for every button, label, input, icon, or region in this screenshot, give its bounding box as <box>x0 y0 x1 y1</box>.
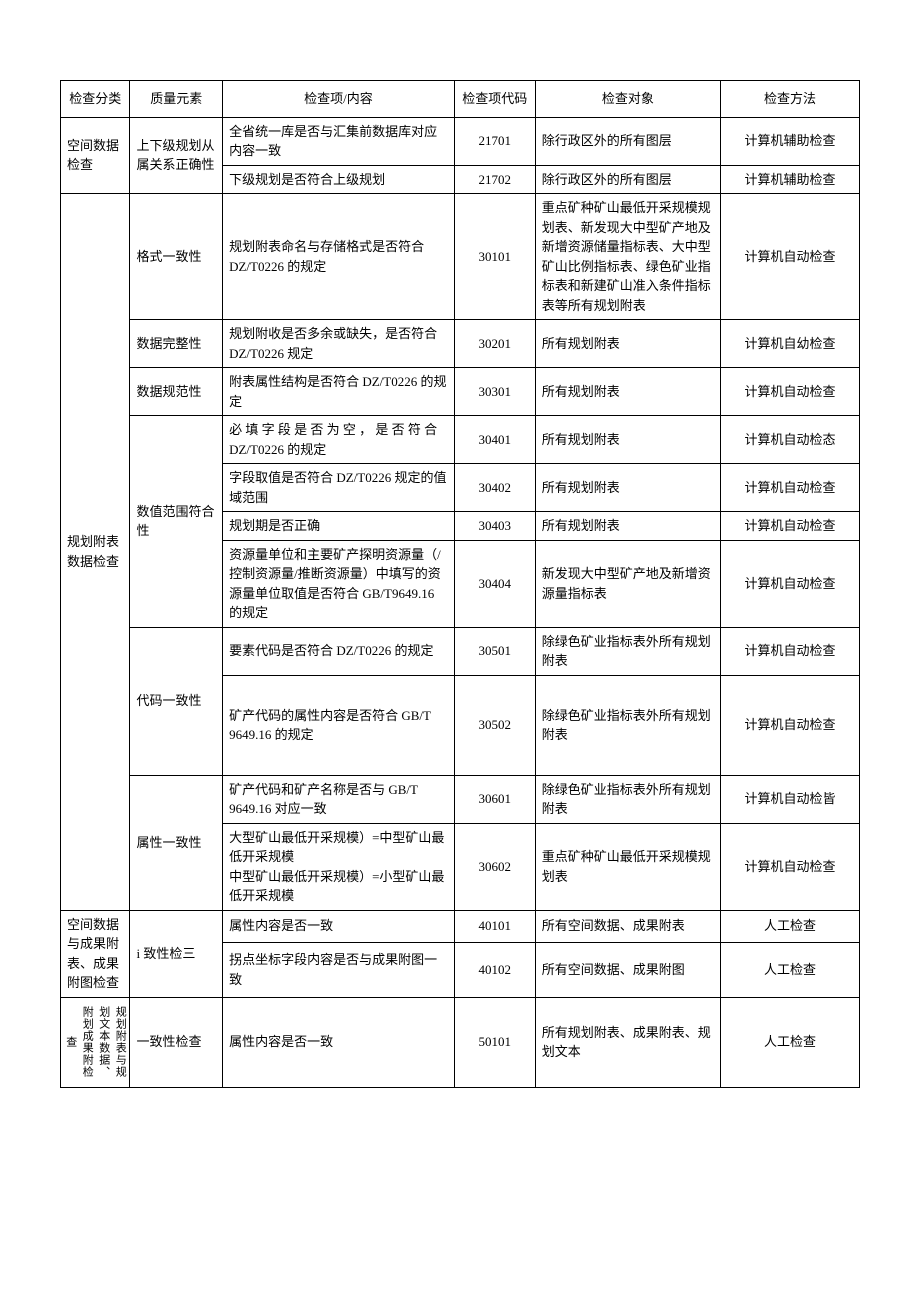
cell-content: 字段取值是否符合 DZ/T0226 规定的值域范围 <box>223 464 455 512</box>
table-row: 规划附表与规划文本数据、附划成果附检查 一致性检查 属性内容是否一致 50101… <box>61 997 860 1087</box>
cell-target: 除行政区外的所有图层 <box>535 117 720 165</box>
cell-content: 大型矿山最低开采规模）=中型矿山最低开采规模 中型矿山最低开采规模）=小型矿山最… <box>223 823 455 910</box>
table-row: 数据完整性 规划附收是否多余或缺失，是否符合 DZ/T0226 规定 30201… <box>61 320 860 368</box>
cell-target: 所有规划附表、成果附表、规划文本 <box>535 997 720 1087</box>
cell-method: 计算机自动检查 <box>721 675 860 775</box>
cell-target: 所有空间数据、成果附表 <box>535 910 720 942</box>
cell-target: 所有规划附表 <box>535 368 720 416</box>
cell-method: 计算机自幼检查 <box>721 320 860 368</box>
header-code: 检查项代码 <box>454 81 535 118</box>
cell-method: 人工检查 <box>721 997 860 1087</box>
cell-content: 规划期是否正确 <box>223 512 455 541</box>
cell-target: 重点矿种矿山最低开采规模规划表 <box>535 823 720 910</box>
cell-target: 重点矿种矿山最低开采规模规划表、新发现大中型矿产地及新增资源储量指标表、大中型矿… <box>535 194 720 320</box>
cell-method: 计算机自动检查 <box>721 540 860 627</box>
cell-target: 除绿色矿业指标表外所有规划附表 <box>535 775 720 823</box>
inspection-table: 检查分类 质量元素 检查项/内容 检查项代码 检查对象 检查方法 空间数据检查 … <box>60 80 860 1088</box>
header-element: 质量元素 <box>130 81 223 118</box>
cell-method: 计算机自动检查 <box>721 512 860 541</box>
cell-code: 21701 <box>454 117 535 165</box>
cell-code: 30301 <box>454 368 535 416</box>
cell-content: 全省统一库是否与汇集前数据库对应内容一致 <box>223 117 455 165</box>
cell-code: 30404 <box>454 540 535 627</box>
table-row: 代码一致性 要素代码是否符合 DZ/T0226 的规定 30501 除绿色矿业指… <box>61 627 860 675</box>
cell-element: 属性一致性 <box>130 775 223 910</box>
cell-method: 计算机自动检查 <box>721 464 860 512</box>
cell-code: 21702 <box>454 165 535 194</box>
cell-method: 计算机自动检态 <box>721 416 860 464</box>
cell-code: 30602 <box>454 823 535 910</box>
header-category: 检查分类 <box>61 81 130 118</box>
cell-content: 资源量单位和主要矿产探明资源量（/控制资源量/推断资源量）中填写的资源量单位取值… <box>223 540 455 627</box>
cell-target: 除绿色矿业指标表外所有规划附表 <box>535 627 720 675</box>
table-header-row: 检查分类 质量元素 检查项/内容 检查项代码 检查对象 检查方法 <box>61 81 860 118</box>
cell-content: 拐点坐标字段内容是否与成果附图一致 <box>223 942 455 997</box>
cell-target: 所有规划附表 <box>535 416 720 464</box>
cell-content: 属性内容是否一致 <box>223 910 455 942</box>
cell-content: 规划附表命名与存储格式是否符合 DZ/T0226 的规定 <box>223 194 455 320</box>
table-row: 数值范围符合性 必 填 字 段 是 否 为 空 ， 是 否 符 合 DZ/T02… <box>61 416 860 464</box>
cell-category: 规划附表数据检查 <box>61 194 130 911</box>
table-row: 属性一致性 矿产代码和矿产名称是否与 GB/T 9649.16 对应一致 306… <box>61 775 860 823</box>
cell-code: 40101 <box>454 910 535 942</box>
header-method: 检查方法 <box>721 81 860 118</box>
cell-content: 矿产代码的属性内容是否符合 GB/T 9649.16 的规定 <box>223 675 455 775</box>
cell-target: 所有规划附表 <box>535 512 720 541</box>
cell-code: 40102 <box>454 942 535 997</box>
cell-content: 必 填 字 段 是 否 为 空 ， 是 否 符 合 DZ/T0226 的规定 <box>223 416 455 464</box>
cell-content: 附表属性结构是否符合 DZ/T0226 的规定 <box>223 368 455 416</box>
cell-element: i 致性检三 <box>130 910 223 997</box>
cell-target: 所有空间数据、成果附图 <box>535 942 720 997</box>
table-row: 空间数据检查 上下级规划从属关系正确性 全省统一库是否与汇集前数据库对应内容一致… <box>61 117 860 165</box>
cell-content: 要素代码是否符合 DZ/T0226 的规定 <box>223 627 455 675</box>
table-row: 规划附表数据检查 格式一致性 规划附表命名与存储格式是否符合 DZ/T0226 … <box>61 194 860 320</box>
cell-method: 计算机自动检查 <box>721 194 860 320</box>
cell-content: 矿产代码和矿产名称是否与 GB/T 9649.16 对应一致 <box>223 775 455 823</box>
cell-method: 人工检查 <box>721 942 860 997</box>
cell-category: 规划附表与规划文本数据、附划成果附检查 <box>61 997 130 1087</box>
header-content: 检查项/内容 <box>223 81 455 118</box>
cell-code: 50101 <box>454 997 535 1087</box>
cell-code: 30201 <box>454 320 535 368</box>
cell-code: 30501 <box>454 627 535 675</box>
cell-target: 所有规划附表 <box>535 464 720 512</box>
cell-code: 30402 <box>454 464 535 512</box>
cell-code: 30502 <box>454 675 535 775</box>
cell-target: 除绿色矿业指标表外所有规划附表 <box>535 675 720 775</box>
cell-target: 新发现大中型矿产地及新增资源量指标表 <box>535 540 720 627</box>
cell-element: 代码一致性 <box>130 627 223 775</box>
cell-method: 计算机自动检查 <box>721 823 860 910</box>
header-target: 检查对象 <box>535 81 720 118</box>
cell-method: 计算机辅助检查 <box>721 165 860 194</box>
cell-code: 30101 <box>454 194 535 320</box>
cell-target: 所有规划附表 <box>535 320 720 368</box>
cell-method: 人工检查 <box>721 910 860 942</box>
cell-method: 计算机自动检查 <box>721 368 860 416</box>
cell-content: 下级规划是否符合上级规划 <box>223 165 455 194</box>
cell-method: 计算机自动检皆 <box>721 775 860 823</box>
cell-element: 一致性检查 <box>130 997 223 1087</box>
cell-category: 空间数据与成果附表、成果附图检查 <box>61 910 130 997</box>
cell-element: 数据完整性 <box>130 320 223 368</box>
cell-element: 数据规范性 <box>130 368 223 416</box>
cell-method: 计算机辅助检查 <box>721 117 860 165</box>
cell-code: 30601 <box>454 775 535 823</box>
cell-element: 格式一致性 <box>130 194 223 320</box>
cell-code: 30403 <box>454 512 535 541</box>
cell-element: 上下级规划从属关系正确性 <box>130 117 223 194</box>
cell-content: 规划附收是否多余或缺失，是否符合 DZ/T0226 规定 <box>223 320 455 368</box>
cell-target: 除行政区外的所有图层 <box>535 165 720 194</box>
cell-element: 数值范围符合性 <box>130 416 223 628</box>
table-row: 空间数据与成果附表、成果附图检查 i 致性检三 属性内容是否一致 40101 所… <box>61 910 860 942</box>
cell-method: 计算机自动检查 <box>721 627 860 675</box>
cell-content: 属性内容是否一致 <box>223 997 455 1087</box>
table-row: 数据规范性 附表属性结构是否符合 DZ/T0226 的规定 30301 所有规划… <box>61 368 860 416</box>
cell-code: 30401 <box>454 416 535 464</box>
cell-category: 空间数据检查 <box>61 117 130 194</box>
